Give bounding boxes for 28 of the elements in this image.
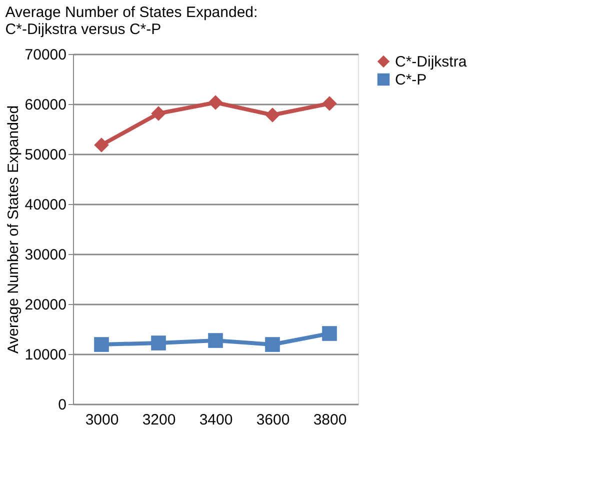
x-tick-label: 3800	[313, 412, 347, 428]
y-tick-label: 40000	[24, 196, 66, 214]
y-tick-label: 20000	[24, 296, 66, 314]
x-tick-label: 3400	[199, 412, 233, 428]
point	[265, 337, 280, 352]
point	[265, 108, 280, 122]
text: Average Number of States Expanded:	[5, 4, 258, 21]
legend-label: C*-P	[395, 72, 427, 88]
x-tick-label: 3600	[256, 412, 290, 428]
legend-label: C*-Dijkstra	[395, 54, 468, 70]
point	[94, 337, 109, 352]
point	[322, 96, 337, 111]
y-axis-title: Average Number of States Expanded	[4, 105, 22, 354]
y-tick-label: 10000	[24, 346, 66, 364]
point	[94, 138, 109, 152]
y-tick-label: 0	[58, 396, 66, 414]
y-tick-label: 60000	[24, 96, 66, 114]
y-tick-label: 70000	[24, 46, 66, 64]
y-tick-label: 30000	[24, 246, 66, 264]
point	[208, 95, 223, 110]
point	[151, 106, 166, 121]
y-tick-label: 50000	[24, 146, 66, 164]
point	[322, 326, 337, 341]
point	[151, 336, 166, 350]
x-tick-label: 3200	[142, 412, 176, 428]
text: C*-Dijkstra versus C*-P	[5, 21, 162, 38]
x-tick-label: 3000	[85, 412, 119, 428]
point	[208, 333, 223, 348]
